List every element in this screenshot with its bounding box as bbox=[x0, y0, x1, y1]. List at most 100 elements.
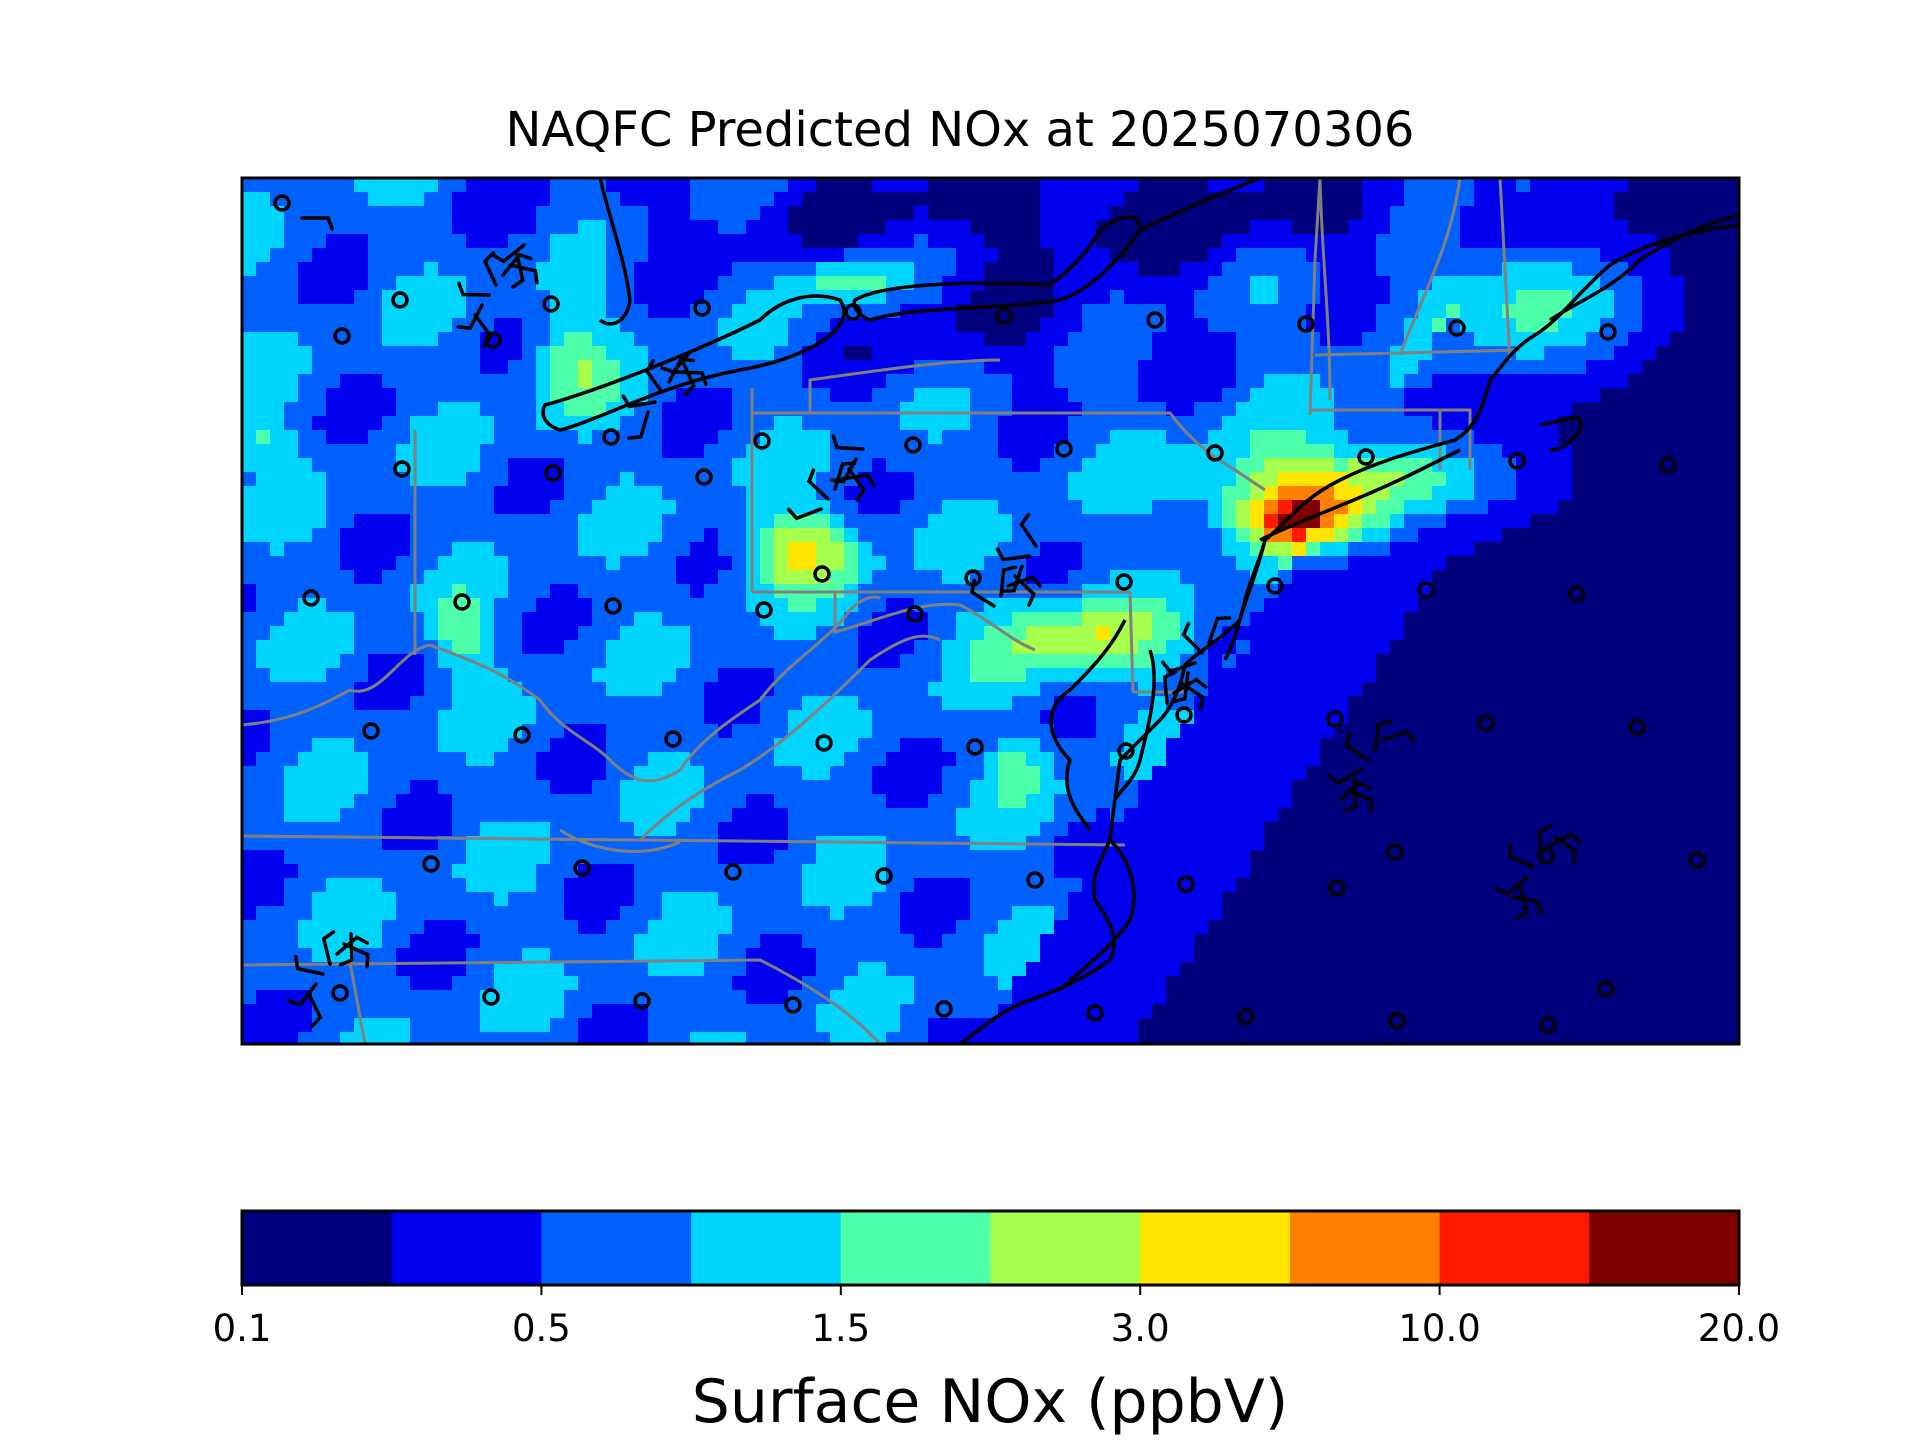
grid-cell bbox=[1152, 612, 1167, 627]
grid-cell bbox=[1124, 514, 1139, 529]
grid-cell bbox=[382, 192, 397, 207]
grid-cell bbox=[1446, 598, 1461, 613]
grid-cell bbox=[872, 808, 887, 823]
grid-cell bbox=[424, 780, 439, 795]
grid-cell bbox=[1600, 668, 1615, 683]
grid-cell bbox=[396, 388, 411, 403]
grid-cell bbox=[1194, 360, 1209, 375]
grid-cell bbox=[1250, 640, 1265, 655]
grid-cell bbox=[1418, 528, 1433, 543]
grid-cell bbox=[1138, 696, 1153, 711]
grid-cell bbox=[1110, 668, 1125, 683]
grid-cell bbox=[592, 346, 607, 361]
grid-cell bbox=[396, 500, 411, 515]
grid-cell bbox=[970, 626, 985, 641]
grid-cell bbox=[1082, 696, 1097, 711]
grid-cell bbox=[732, 556, 747, 571]
grid-cell bbox=[1460, 752, 1475, 767]
grid-cell bbox=[564, 766, 579, 781]
grid-cell bbox=[284, 724, 299, 739]
grid-cell bbox=[508, 430, 523, 445]
grid-cell bbox=[914, 318, 929, 333]
grid-cell bbox=[396, 822, 411, 837]
grid-cell bbox=[1544, 290, 1559, 305]
grid-cell bbox=[648, 444, 663, 459]
grid-cell bbox=[592, 682, 607, 697]
grid-cell bbox=[1264, 724, 1279, 739]
grid-cell bbox=[564, 794, 579, 809]
grid-cell bbox=[1418, 388, 1433, 403]
grid-cell bbox=[1418, 192, 1433, 207]
grid-cell bbox=[1110, 654, 1125, 669]
grid-cell bbox=[382, 388, 397, 403]
grid-cell bbox=[1194, 570, 1209, 585]
grid-cell bbox=[928, 752, 943, 767]
grid-cell bbox=[578, 500, 593, 515]
grid-cell bbox=[368, 402, 383, 417]
grid-cell bbox=[1712, 556, 1727, 571]
grid-cell bbox=[942, 808, 957, 823]
grid-cell bbox=[1278, 556, 1293, 571]
grid-cell bbox=[1376, 780, 1391, 795]
grid-cell bbox=[1600, 388, 1615, 403]
grid-cell bbox=[802, 570, 817, 585]
grid-cell bbox=[746, 654, 761, 669]
grid-cell bbox=[578, 374, 593, 389]
grid-cell bbox=[998, 570, 1013, 585]
grid-cell bbox=[1250, 416, 1265, 431]
grid-cell bbox=[788, 752, 803, 767]
grid-cell bbox=[1208, 360, 1223, 375]
grid-cell bbox=[746, 766, 761, 781]
grid-cell bbox=[1530, 430, 1545, 445]
grid-cell bbox=[1124, 276, 1139, 291]
grid-cell bbox=[648, 192, 663, 207]
grid-cell bbox=[1404, 626, 1419, 641]
grid-cell bbox=[256, 584, 271, 599]
grid-cell bbox=[494, 220, 509, 235]
grid-cell bbox=[1012, 598, 1027, 613]
grid-cell bbox=[746, 738, 761, 753]
grid-cell bbox=[382, 808, 397, 823]
grid-cell bbox=[564, 346, 579, 361]
grid-cell bbox=[844, 206, 859, 221]
grid-cell bbox=[480, 612, 495, 627]
grid-cell bbox=[1628, 570, 1643, 585]
grid-cell bbox=[340, 612, 355, 627]
grid-cell bbox=[676, 318, 691, 333]
grid-cell bbox=[466, 752, 481, 767]
grid-cell bbox=[1124, 416, 1139, 431]
grid-cell bbox=[1390, 416, 1405, 431]
grid-cell bbox=[1404, 640, 1419, 655]
grid-cell bbox=[550, 794, 565, 809]
grid-cell bbox=[1334, 248, 1349, 263]
grid-cell bbox=[830, 682, 845, 697]
grid-cell bbox=[1278, 304, 1293, 319]
grid-cell bbox=[592, 234, 607, 249]
grid-cell bbox=[326, 528, 341, 543]
grid-cell bbox=[298, 276, 313, 291]
grid-cell bbox=[788, 710, 803, 725]
grid-cell bbox=[354, 290, 369, 305]
grid-cell bbox=[242, 458, 257, 473]
grid-cell bbox=[1278, 486, 1293, 501]
grid-cell bbox=[816, 710, 831, 725]
grid-cell bbox=[1684, 346, 1699, 361]
grid-cell bbox=[774, 178, 789, 193]
grid-cell bbox=[746, 612, 761, 627]
grid-cell bbox=[1110, 472, 1125, 487]
grid-cell bbox=[1558, 794, 1573, 809]
grid-cell bbox=[270, 766, 285, 781]
grid-cell bbox=[1502, 402, 1517, 417]
grid-cell bbox=[354, 430, 369, 445]
grid-cell bbox=[1194, 220, 1209, 235]
grid-cell bbox=[578, 696, 593, 711]
grid-cell bbox=[984, 388, 999, 403]
grid-cell bbox=[270, 360, 285, 375]
grid-cell bbox=[1516, 668, 1531, 683]
grid-cell bbox=[1180, 598, 1195, 613]
grid-cell bbox=[1152, 486, 1167, 501]
grid-cell bbox=[1446, 304, 1461, 319]
grid-cell bbox=[466, 626, 481, 641]
grid-cell bbox=[648, 668, 663, 683]
grid-cell bbox=[956, 360, 971, 375]
